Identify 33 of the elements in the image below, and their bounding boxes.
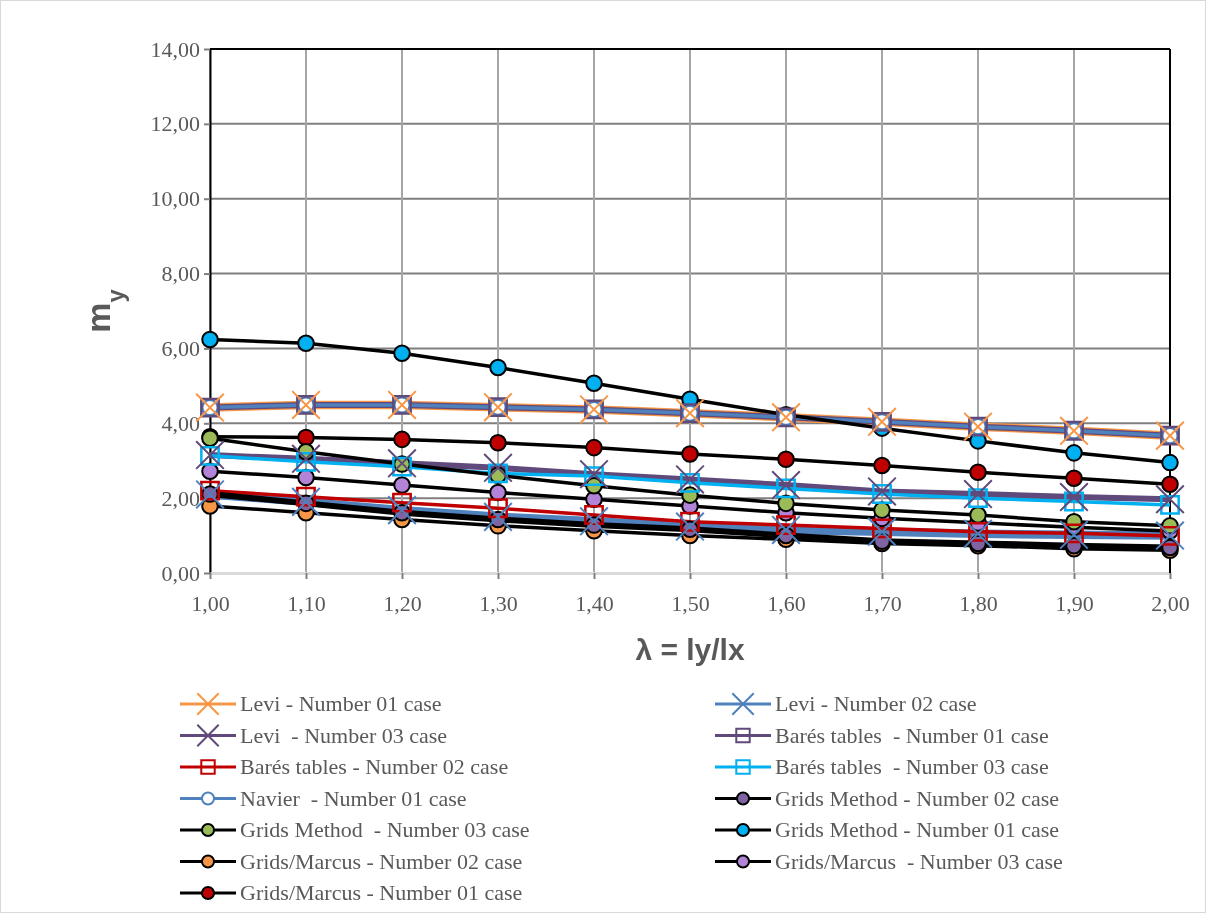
y-tick-label: 6,00	[161, 335, 200, 361]
x-tick-label: 1,40	[575, 590, 614, 616]
y-tick-label: 4,00	[161, 410, 200, 436]
legend-label: Barés tables - Number 01 case	[775, 722, 1049, 748]
legend-label: Levi - Number 03 case	[240, 722, 448, 748]
legend-label: Levi - Number 01 case	[240, 691, 442, 716]
x-axis-title: λ = ly/lx	[635, 633, 745, 666]
y-tick-label: 10,00	[150, 186, 200, 212]
legend-label: Grids Method - Number 02 case	[775, 785, 1060, 811]
legend-label: Navier - Number 01 case	[240, 785, 467, 811]
y-tick-label: 12,00	[150, 111, 200, 137]
legend-label: Grids/Marcus - Number 03 case	[775, 848, 1063, 874]
x-tick-label: 1,70	[863, 590, 902, 616]
x-tick-label: 1,10	[287, 590, 326, 616]
x-tick-label: 1,20	[383, 590, 422, 616]
y-tick-label: 0,00	[161, 560, 200, 586]
x-tick-label: 1,60	[767, 590, 806, 616]
legend-label: Grids Method - Number 01 case	[775, 817, 1060, 842]
x-tick-label: 1,80	[959, 590, 998, 616]
y-tick-label: 8,00	[161, 261, 200, 287]
y-tick-label: 2,00	[161, 485, 200, 511]
x-tick-label: 1,00	[191, 590, 230, 616]
y-tick-label: 14,00	[150, 36, 200, 62]
x-tick-label: 1,90	[1055, 590, 1094, 616]
x-tick-label: 2,00	[1151, 590, 1190, 616]
legend-label: Grids Method - Number 03 case	[240, 817, 530, 842]
legend-label: Barés tables - Number 02 case	[240, 754, 509, 779]
legend-label: Grids/Marcus - Number 02 case	[240, 848, 523, 874]
legend-label: Levi - Number 02 case	[775, 691, 977, 716]
x-tick-label: 1,30	[479, 590, 518, 616]
x-tick-label: 1,50	[671, 590, 710, 616]
legend-label: Barés tables - Number 03 case	[775, 754, 1049, 779]
legend-label: Grids/Marcus - Number 01 case	[240, 880, 523, 905]
